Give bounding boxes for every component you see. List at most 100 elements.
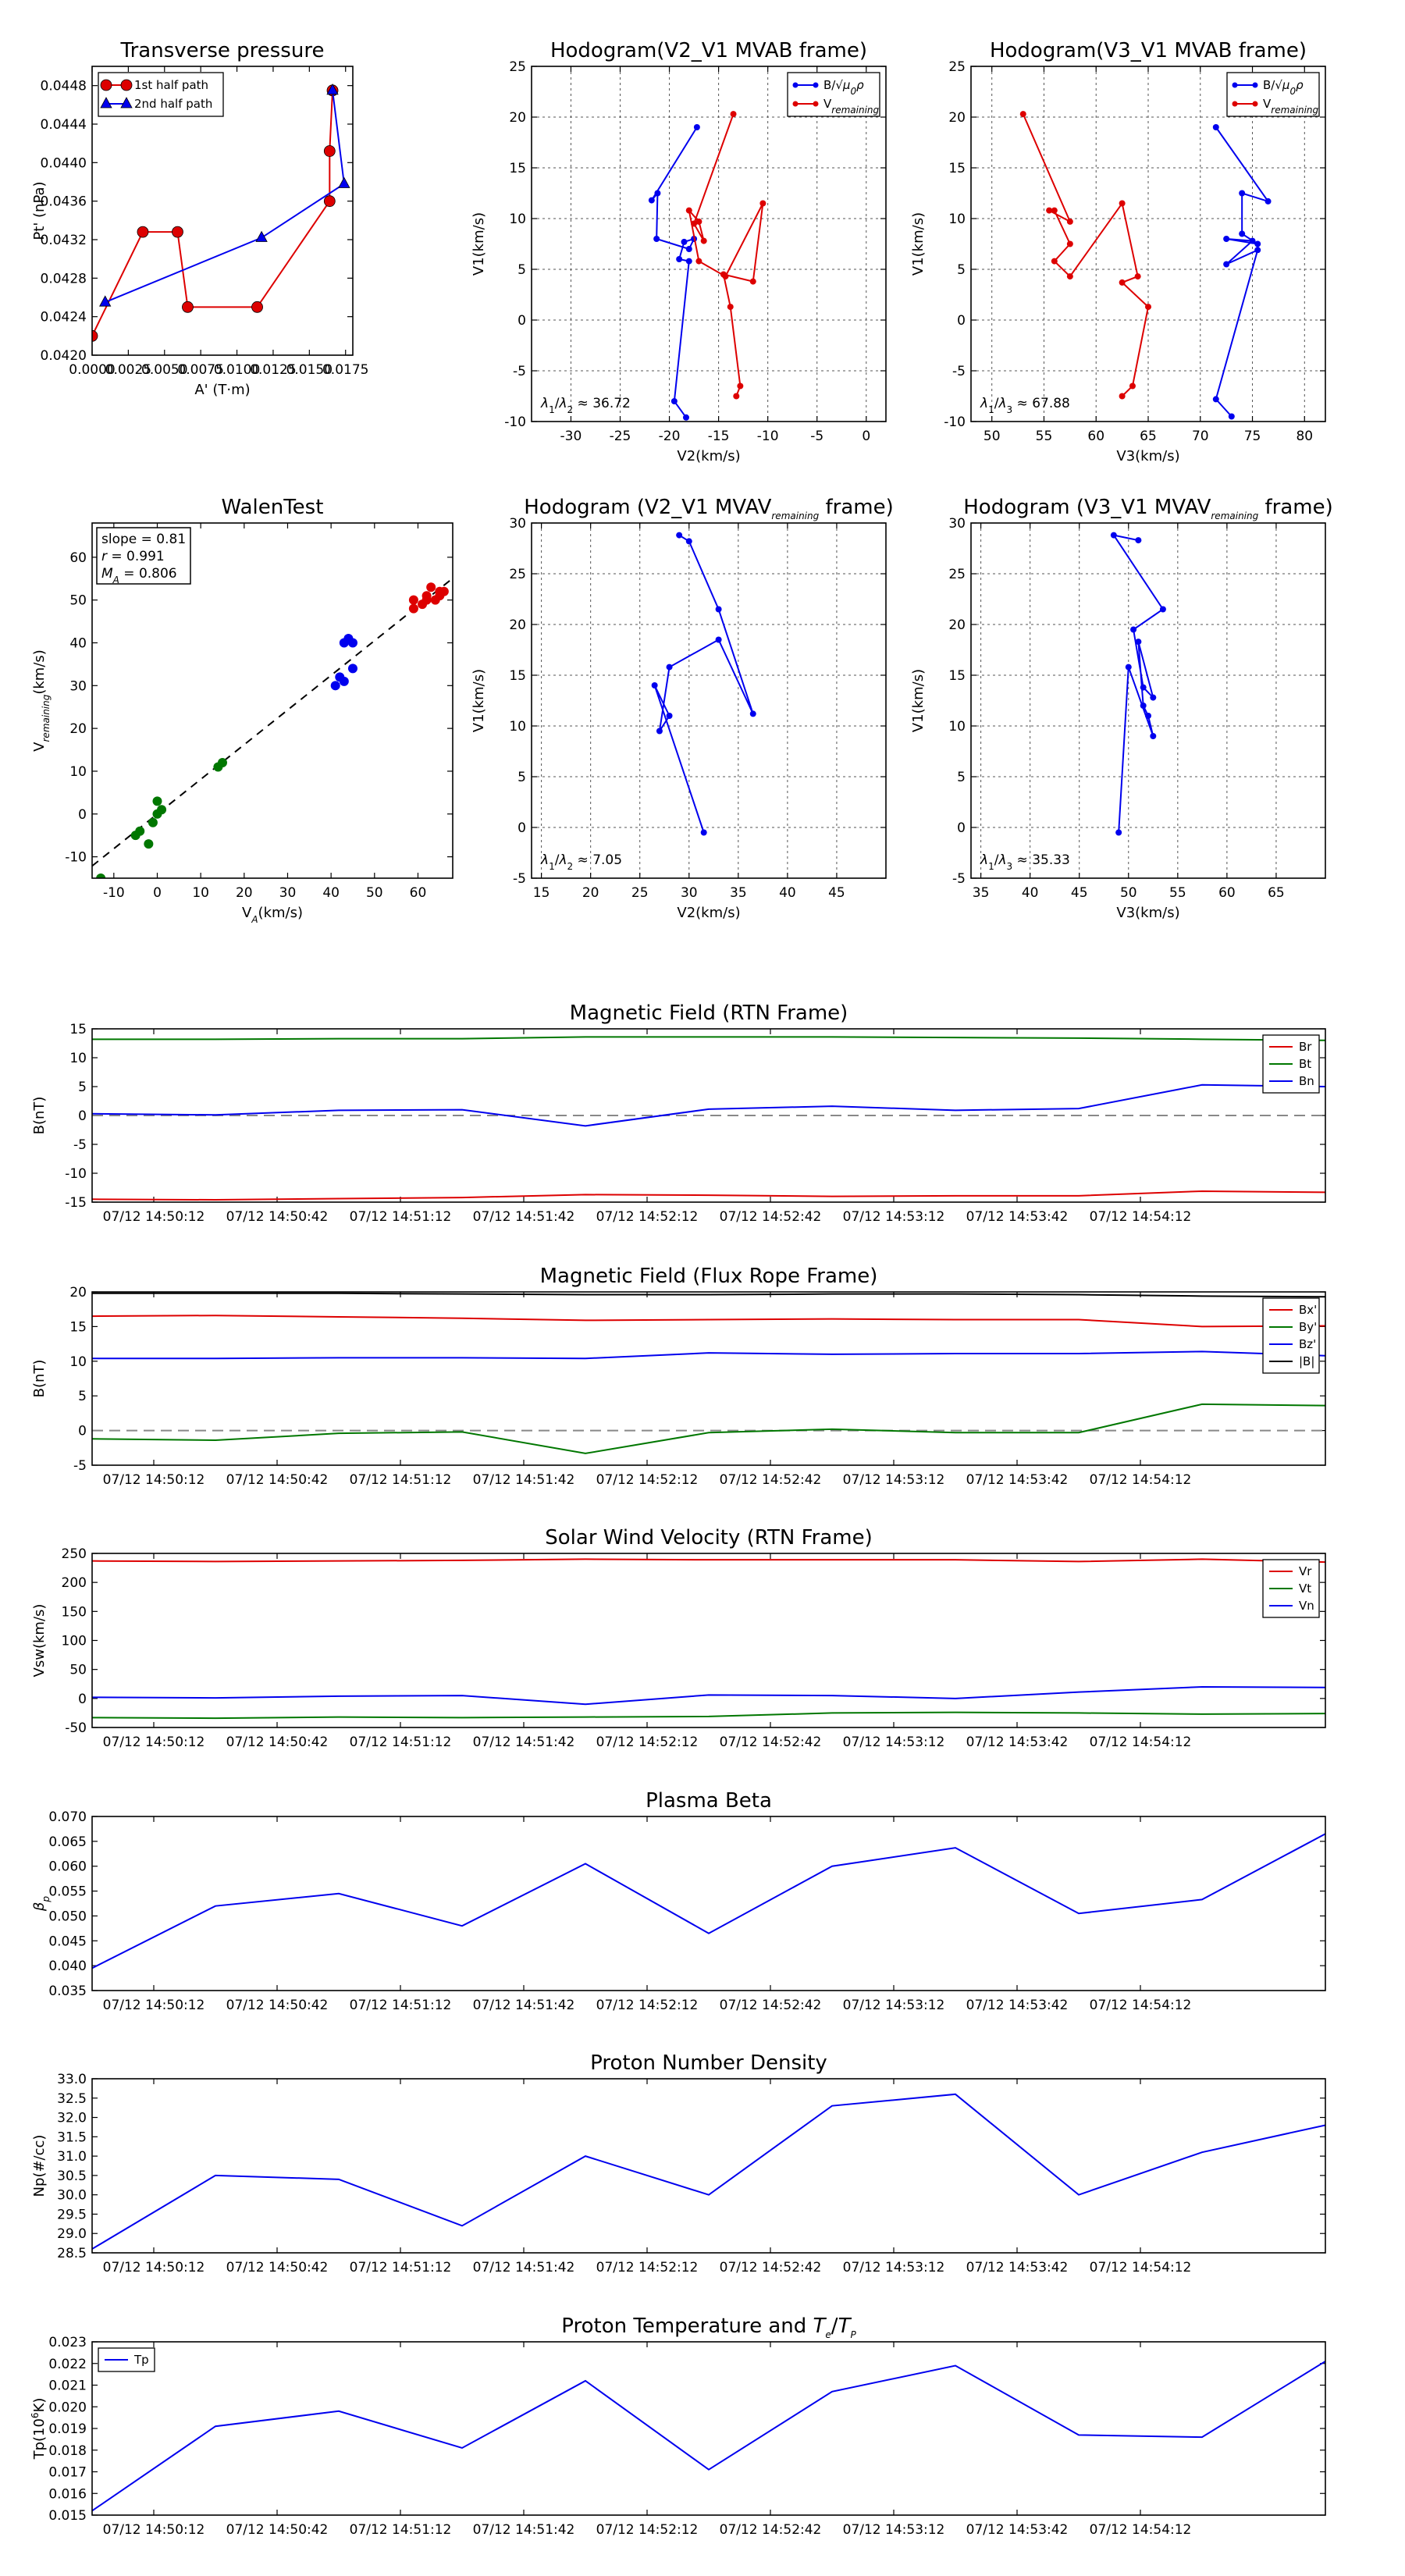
- legend-box: [787, 72, 880, 117]
- chart-title: Hodogram (V2_V1 MVAVremaining frame): [524, 496, 894, 521]
- x-tick-label: 07/12 14:54:12: [1090, 2522, 1192, 2538]
- legend: Vr Vt Vn: [1262, 1559, 1320, 1618]
- x-tick-label: 25: [631, 885, 649, 901]
- y-tick-label: 15: [948, 161, 966, 176]
- x-tick-label: 07/12 14:51:42: [473, 1472, 575, 1488]
- y-axis-label: V1(km/s): [471, 212, 487, 276]
- stats-line: slope = 0.81: [101, 532, 186, 547]
- x-tick-label: 07/12 14:54:12: [1090, 1472, 1192, 1488]
- legend-box: [1226, 72, 1320, 117]
- legend-label: 2nd half path: [134, 97, 212, 111]
- x-tick-label: 60: [1218, 885, 1236, 901]
- data-point: [1051, 258, 1058, 265]
- data-point: [648, 197, 655, 204]
- x-tick-label: -15: [708, 429, 730, 444]
- data-point: [1212, 396, 1219, 403]
- y-tick-label: -10: [65, 850, 87, 866]
- chart-ts6: Proton Temperature and Te/TP 07/12 14:50:…: [30, 2314, 1326, 2538]
- legend-marker: [813, 82, 819, 88]
- y-tick-label: 0: [78, 807, 87, 823]
- data-point: [1145, 713, 1151, 719]
- plot-area: [92, 1292, 1325, 1454]
- plot-area: [651, 532, 756, 836]
- y-tick-label: 25: [509, 567, 526, 582]
- axes-frame: [970, 66, 1326, 422]
- data-point: [733, 393, 740, 400]
- y-tick-label: -5: [952, 871, 966, 887]
- series-line: [105, 90, 345, 304]
- data-point: [255, 230, 268, 242]
- x-tick-label: 07/12 14:51:42: [473, 1209, 575, 1225]
- y-tick-label: -15: [65, 1195, 87, 1211]
- series-Vt: [92, 1711, 1325, 1720]
- y-tick-label: 0.0436: [41, 194, 87, 210]
- y-tick-label: 0: [957, 313, 966, 329]
- y-tick-label: 20: [948, 617, 966, 633]
- x-tick-label: 07/12 14:50:12: [103, 1998, 205, 2013]
- data-point: [676, 256, 683, 262]
- x-tick-label: 07/12 14:52:12: [596, 2522, 699, 2538]
- data-point: [1223, 236, 1230, 242]
- y-tick-label: 0.0440: [41, 155, 87, 171]
- legend-label: Tp: [133, 2353, 149, 2367]
- data-point: [1134, 273, 1141, 280]
- series-Tp: [92, 2361, 1325, 2512]
- data-point: [99, 295, 112, 307]
- x-axis-label: V2(km/s): [677, 905, 740, 921]
- series-Vn: [92, 1685, 1325, 1706]
- x-tick-label: 07/12 14:50:12: [103, 2260, 205, 2275]
- y-tick-label: 0: [518, 820, 526, 836]
- annotation: λ1/λ2 ≈ 7.05: [540, 852, 622, 872]
- chart-title: Magnetic Field (Flux Rope Frame): [540, 1265, 878, 1288]
- x-tick-label: 07/12 14:51:12: [350, 2260, 452, 2275]
- series-Br: [92, 1190, 1325, 1201]
- data-point: [685, 246, 692, 252]
- y-tick-label: 0.050: [48, 1909, 87, 1924]
- x-tick-label: 07/12 14:50:12: [103, 1472, 205, 1488]
- data-point: [1135, 639, 1142, 646]
- y-tick-label: 30: [948, 516, 966, 532]
- y-tick-label: 0.0428: [41, 271, 87, 286]
- chart-title: Transverse pressure: [120, 39, 325, 62]
- y-tick-label: 10: [509, 212, 526, 227]
- axes-frame: [91, 522, 454, 879]
- data-point: [1249, 237, 1256, 244]
- x-tick-label: 07/12 14:51:12: [350, 1998, 452, 2013]
- legend-label: 1st half path: [134, 78, 208, 92]
- chart-ts5: Proton Number Density 07/12 14:50:12 07/12…: [31, 2051, 1326, 2275]
- data-point: [1129, 382, 1136, 390]
- legend-marker: [100, 97, 112, 109]
- legend-marker: [1252, 101, 1258, 107]
- data-point: [92, 329, 98, 342]
- chart-title: Magnetic Field (RTN Frame): [570, 1002, 848, 1025]
- plot-area: [92, 578, 453, 878]
- x-tick-label: 07/12 14:52:12: [596, 1209, 699, 1225]
- legend-label: Vremaining: [1263, 97, 1319, 116]
- data-point: [681, 238, 688, 245]
- y-tick-label: 0: [518, 313, 526, 329]
- legend-marker: [1232, 82, 1238, 88]
- data-point: [749, 278, 756, 285]
- data-point: [172, 226, 183, 238]
- point-green: [148, 817, 158, 827]
- y-tick-label: 5: [518, 770, 526, 785]
- chart-h1: Hodogram(V2_V1 MVAB frame) -30 -25 -20 -15 -1…: [471, 39, 887, 464]
- point-green: [152, 796, 162, 806]
- data-point: [182, 301, 194, 313]
- x-tick-label: 0: [153, 885, 162, 901]
- legend-label: |B|: [1299, 1354, 1314, 1368]
- x-tick-label: 45: [1071, 885, 1088, 901]
- x-tick-label: 55: [1036, 429, 1053, 444]
- x-tick-label: 07/12 14:53:42: [966, 1472, 1069, 1488]
- y-tick-label: 25: [948, 567, 966, 582]
- x-tick-label: 07/12 14:54:12: [1090, 1209, 1192, 1225]
- x-tick-label: 07/12 14:52:42: [720, 1472, 822, 1488]
- x-tick-label: 60: [410, 885, 427, 901]
- data-point: [1046, 207, 1053, 214]
- y-tick-label: 20: [69, 1285, 87, 1300]
- data-point: [682, 414, 689, 421]
- annotation: λ1/λ2 ≈ 36.72: [540, 396, 631, 415]
- axes-frame: [91, 2078, 1326, 2254]
